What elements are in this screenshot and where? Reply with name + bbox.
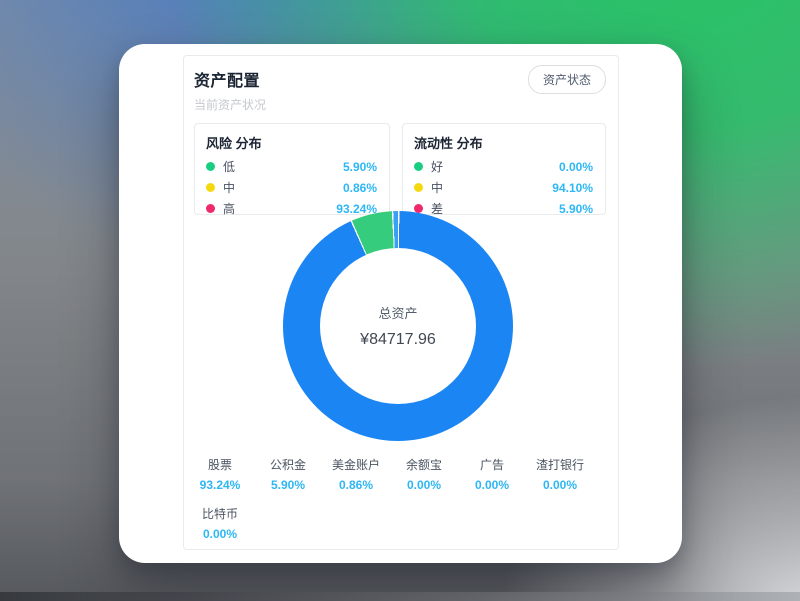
legend-item-余额宝[interactable]: 余额宝 0.00%	[390, 456, 458, 492]
distribution-label: 低	[223, 160, 236, 174]
legend-dot-icon	[206, 204, 215, 213]
legend-item-美金账户[interactable]: 美金账户 0.86%	[322, 456, 390, 492]
legend-item-percent: 0.00%	[542, 478, 578, 492]
legend-item-name: 比特币	[201, 507, 238, 521]
legend-item-percent: 0.00%	[474, 478, 510, 492]
asset-allocation-panel: 资产配置 当前资产状况 资产状态 风险 分布 低 5.90% 中 0.86% 高 93.2…	[183, 55, 619, 550]
background-bottom-strip	[0, 592, 800, 601]
distribution-value: 0.00%	[558, 159, 593, 174]
distribution-row: 低 5.90%	[206, 156, 377, 177]
distribution-label: 高	[223, 202, 236, 216]
legend-item-percent: 93.24%	[199, 478, 241, 492]
legend-item-name: 余额宝	[405, 458, 442, 472]
distribution-row: 高 93.24%	[206, 198, 377, 219]
liquidity-distribution-panel: 流动性 分布 好 0.00% 中 94.10% 差 5.90%	[402, 123, 606, 216]
legend-item-percent: 0.00%	[406, 478, 442, 492]
risk-distribution-panel: 风险 分布 低 5.90% 中 0.86% 高 93.24%	[194, 123, 390, 216]
legend-item-percent: 0.00%	[202, 527, 238, 541]
asset-allocation-card: 资产配置 当前资产状况 资产状态 风险 分布 低 5.90% 中 0.86% 高 93.2…	[119, 44, 682, 563]
page-subtitle: 当前资产状况	[194, 98, 267, 112]
risk-panel-title: 风险 分布	[206, 136, 262, 151]
donut-center: 总资产 ¥84717.96	[320, 248, 476, 404]
distribution-value: 5.90%	[558, 201, 593, 216]
risk-panel-rows: 低 5.90% 中 0.86% 高 93.24%	[206, 156, 377, 219]
distribution-value: 93.24%	[336, 201, 377, 216]
legend-item-percent: 5.90%	[270, 478, 306, 492]
legend-item-name: 公积金	[269, 458, 306, 472]
total-assets-label: 总资产	[378, 306, 418, 321]
distribution-row: 中 94.10%	[414, 177, 593, 198]
total-assets-value: ¥84717.96	[360, 331, 436, 348]
distribution-panels: 风险 分布 低 5.90% 中 0.86% 高 93.24% 流动性 分布 好 0.00% 中…	[184, 113, 618, 216]
legend-dot-icon	[206, 183, 215, 192]
distribution-label: 差	[431, 202, 444, 216]
legend-item-股票[interactable]: 股票 93.24%	[186, 456, 254, 492]
distribution-value: 94.10%	[552, 180, 593, 195]
chart-legend: 股票 93.24% 公积金 5.90% 美金账户 0.86% 余额宝 0.00% 广告 0.00%…	[186, 456, 616, 554]
legend-item-name: 广告	[479, 458, 504, 472]
legend-item-name: 美金账户	[331, 458, 380, 472]
legend-item-name: 股票	[207, 458, 232, 472]
legend-dot-icon	[414, 183, 423, 192]
liquidity-panel-rows: 好 0.00% 中 94.10% 差 5.90%	[414, 156, 593, 219]
legend-dot-icon	[414, 204, 423, 213]
page-title: 资产配置	[194, 73, 261, 90]
distribution-value: 5.90%	[342, 159, 377, 174]
legend-item-公积金[interactable]: 公积金 5.90%	[254, 456, 322, 492]
legend-dot-icon	[414, 162, 423, 171]
legend-item-广告[interactable]: 广告 0.00%	[458, 456, 526, 492]
liquidity-panel-title: 流动性 分布	[414, 136, 483, 151]
legend-item-比特币[interactable]: 比特币 0.00%	[186, 505, 254, 541]
distribution-label: 中	[431, 181, 444, 195]
legend-item-percent: 0.86%	[338, 478, 374, 492]
distribution-label: 好	[431, 160, 444, 174]
panel-header: 资产配置 当前资产状况 资产状态	[184, 56, 618, 113]
distribution-row: 差 5.90%	[414, 198, 593, 219]
legend-item-渣打银行[interactable]: 渣打银行 0.00%	[526, 456, 594, 492]
distribution-label: 中	[223, 181, 236, 195]
distribution-value: 0.86%	[342, 180, 377, 195]
distribution-row: 中 0.86%	[206, 177, 377, 198]
donut-chart[interactable]: 总资产 ¥84717.96	[283, 211, 513, 441]
legend-item-name: 渣打银行	[535, 458, 584, 472]
asset-status-button[interactable]: 资产状态	[527, 65, 606, 94]
distribution-row: 好 0.00%	[414, 156, 593, 177]
legend-dot-icon	[206, 162, 215, 171]
